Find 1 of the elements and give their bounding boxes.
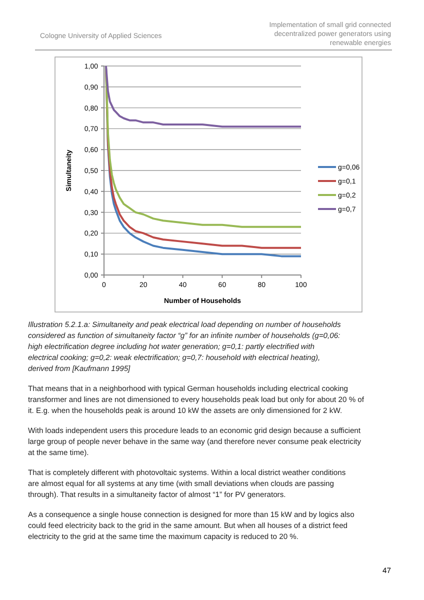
line-series <box>104 65 302 128</box>
